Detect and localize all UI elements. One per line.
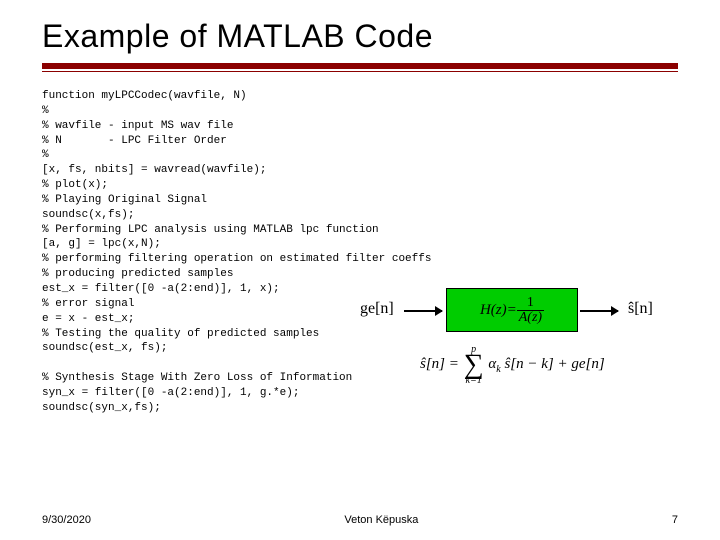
sum-lower: k=1 — [463, 375, 485, 386]
title-rule — [42, 63, 678, 75]
code-line: % N - LPC Filter Order — [42, 135, 227, 147]
code-line: % producing predicted samples — [42, 268, 233, 280]
code-line: % Playing Original Signal — [42, 194, 207, 206]
code-line: % — [42, 105, 49, 117]
box-fraction: 1 A(z) — [517, 296, 544, 325]
code-line: % — [42, 149, 49, 161]
transfer-box: H(z)= 1 A(z) — [446, 288, 578, 332]
frac-den: A(z) — [517, 311, 544, 325]
eq-rest: ŝ[n − k] + ge[n] — [504, 356, 604, 372]
code-line: syn_x = filter([0 -a(2:end)], 1, g.*e); — [42, 387, 299, 399]
code-line: % performing filtering operation on esti… — [42, 253, 431, 265]
code-line: % Testing the quality of predicted sampl… — [42, 328, 319, 340]
footer-date: 9/30/2020 — [42, 514, 91, 526]
code-line: [x, fs, nbits] = wavread(wavfile); — [42, 164, 266, 176]
code-line: % plot(x); — [42, 179, 108, 191]
output-label: ŝ[n] — [628, 300, 653, 318]
code-line: function myLPCCodec(wavfile, N) — [42, 90, 247, 102]
input-label: ge[n] — [360, 300, 394, 318]
code-line: % error signal — [42, 298, 134, 310]
frac-num: 1 — [517, 296, 544, 311]
eq-sub-k: k — [496, 364, 500, 375]
code-line: soundsc(syn_x,fs); — [42, 402, 161, 414]
code-line: soundsc(x,fs); — [42, 209, 134, 221]
sigma: p ∑ k=1 — [463, 352, 485, 377]
footer: 9/30/2020 Veton Këpuska 7 — [42, 514, 678, 526]
eq-lhs: ŝ[n] = — [420, 356, 459, 372]
code-line: % Performing LPC analysis using MATLAB l… — [42, 224, 379, 236]
block-diagram: ge[n] H(z)= 1 A(z) ŝ[n] ŝ[n] = p ∑ k=1 α… — [360, 288, 700, 408]
arrow-in — [404, 310, 442, 312]
code-line: est_x = filter([0 -a(2:end)], 1, x); — [42, 283, 280, 295]
arrow-out — [580, 310, 618, 312]
code-line: % Synthesis Stage With Zero Loss of Info… — [42, 372, 352, 384]
footer-page: 7 — [672, 514, 678, 526]
page-title: Example of MATLAB Code — [42, 18, 678, 55]
box-lhs: H(z)= — [480, 302, 517, 319]
code-line: [a, g] = lpc(x,N); — [42, 238, 161, 250]
code-line: soundsc(est_x, fs); — [42, 342, 167, 354]
footer-author: Veton Këpuska — [344, 514, 418, 526]
synthesis-equation: ŝ[n] = p ∑ k=1 αk ŝ[n − k] + ge[n] — [420, 352, 680, 377]
code-line: e = x - est_x; — [42, 313, 134, 325]
code-line: % wavfile - input MS wav file — [42, 120, 233, 132]
